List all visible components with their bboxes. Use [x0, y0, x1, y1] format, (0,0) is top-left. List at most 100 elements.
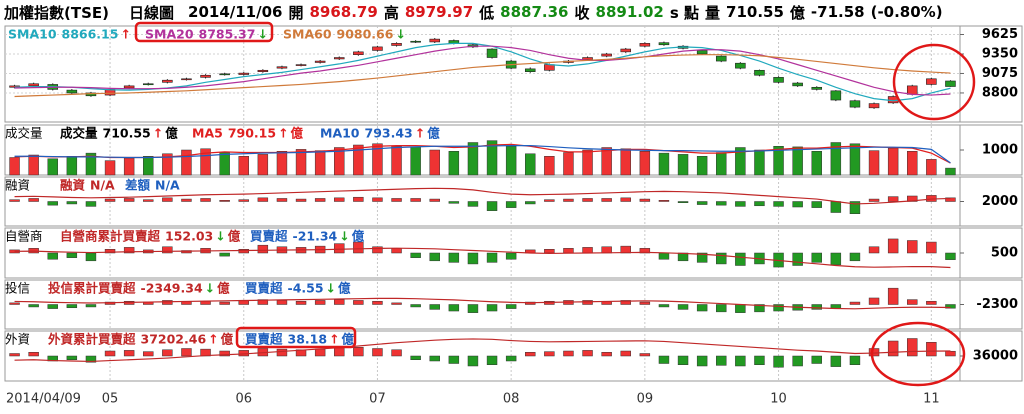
net-bar — [792, 355, 803, 367]
net-bar — [47, 304, 58, 309]
net-bar — [9, 353, 20, 357]
net-bar — [238, 199, 249, 202]
legend-name: 投信累計買賣超 — [48, 281, 136, 296]
net-bar — [85, 252, 97, 262]
volume-bar — [85, 152, 97, 176]
volume-bar — [716, 152, 727, 176]
candle-body — [524, 68, 536, 72]
legend-unit: 億 — [165, 126, 178, 141]
volume-bar — [677, 154, 689, 176]
legend-trend: ↑ — [415, 126, 425, 141]
volume-bar — [582, 149, 593, 176]
net-bar — [448, 304, 460, 312]
highlight-circle — [892, 43, 976, 121]
net-bar — [735, 252, 746, 266]
legend-value: 8785.37 — [199, 27, 256, 42]
plot-layer: 2014/04/09 05 06 07 08 09 10 11 8800 9075 9350 9625… — [4, 25, 1023, 407]
net-bar — [849, 355, 861, 365]
legend-name: MA5 — [192, 126, 223, 141]
legend-trend: ↓ — [339, 229, 349, 244]
net-bar — [123, 350, 135, 357]
net-bar — [620, 350, 631, 357]
net-bar — [773, 201, 784, 207]
volume-bar — [945, 167, 956, 176]
legend-unit: 億 — [427, 126, 440, 141]
candle-body — [696, 50, 708, 55]
net-bar — [295, 300, 307, 305]
net-bar — [162, 300, 173, 305]
volume-bar — [181, 149, 192, 176]
net-bar — [525, 301, 536, 305]
net-bar — [696, 304, 708, 312]
net-bar — [544, 199, 555, 202]
net-bar — [314, 348, 326, 357]
volume-bar — [448, 151, 460, 176]
net-bar — [486, 355, 498, 365]
legend-value: -21.34 — [293, 229, 338, 244]
net-bar — [696, 201, 708, 205]
net-bar — [677, 304, 689, 310]
net-bar — [907, 338, 918, 357]
candle-body — [333, 57, 345, 60]
net-bar — [372, 300, 383, 305]
volume-bar — [792, 146, 803, 176]
axis-frame — [959, 330, 1023, 382]
candle-body — [639, 43, 651, 47]
net-bar — [334, 197, 345, 202]
net-bar — [410, 355, 421, 360]
net-bar — [314, 300, 326, 305]
net-bar — [792, 201, 803, 208]
candle-body — [391, 43, 402, 46]
legend-trend: ↑ — [208, 332, 218, 347]
line-series — [14, 54, 951, 98]
low-value: 8887.36 — [500, 3, 569, 21]
change: -71.58 — [810, 3, 865, 21]
net-bar — [582, 198, 593, 202]
volume-bar — [811, 151, 822, 176]
net-bar — [372, 246, 383, 254]
legend-value: N/A — [90, 178, 115, 193]
legend-trend: ↓ — [395, 27, 405, 42]
x-tick-label: 07 — [369, 392, 386, 407]
net-bar — [658, 355, 670, 364]
candle-body — [372, 46, 383, 51]
net-bar — [754, 304, 765, 313]
volume-bar — [276, 151, 288, 176]
net-bar — [219, 301, 230, 305]
net-bar — [314, 198, 326, 202]
net-bar — [257, 299, 269, 305]
net-bar — [601, 198, 612, 202]
volume-bar — [735, 147, 746, 176]
net-bar — [467, 252, 479, 265]
y-tick-label: 9350 — [982, 46, 1018, 61]
candle-body — [410, 40, 421, 43]
net-bar — [143, 351, 154, 357]
net-bar — [353, 241, 364, 254]
net-bar — [945, 304, 956, 309]
net-bar — [104, 249, 116, 254]
volume-bar — [28, 154, 39, 176]
net-bar — [276, 348, 288, 357]
volume-bar — [66, 156, 78, 176]
net-bar — [620, 197, 631, 202]
net-bar — [66, 355, 78, 360]
net-bar — [391, 349, 402, 357]
x-tick-label: 2014/04/09 — [6, 392, 81, 407]
net-bar — [505, 252, 517, 260]
net-bar — [219, 200, 230, 202]
unit: s 點 — [669, 3, 699, 22]
candle-body — [429, 38, 441, 43]
volume-bar — [219, 152, 230, 176]
volume-bar — [505, 146, 517, 176]
candle-body — [276, 66, 288, 69]
legend-trend: ↑ — [153, 126, 163, 141]
volume-bar — [830, 142, 842, 176]
line-series — [14, 338, 951, 363]
net-bar — [926, 300, 937, 305]
volume-bar — [295, 149, 307, 176]
net-bar — [792, 252, 803, 266]
net-bar — [849, 252, 861, 262]
net-bar — [429, 355, 440, 362]
